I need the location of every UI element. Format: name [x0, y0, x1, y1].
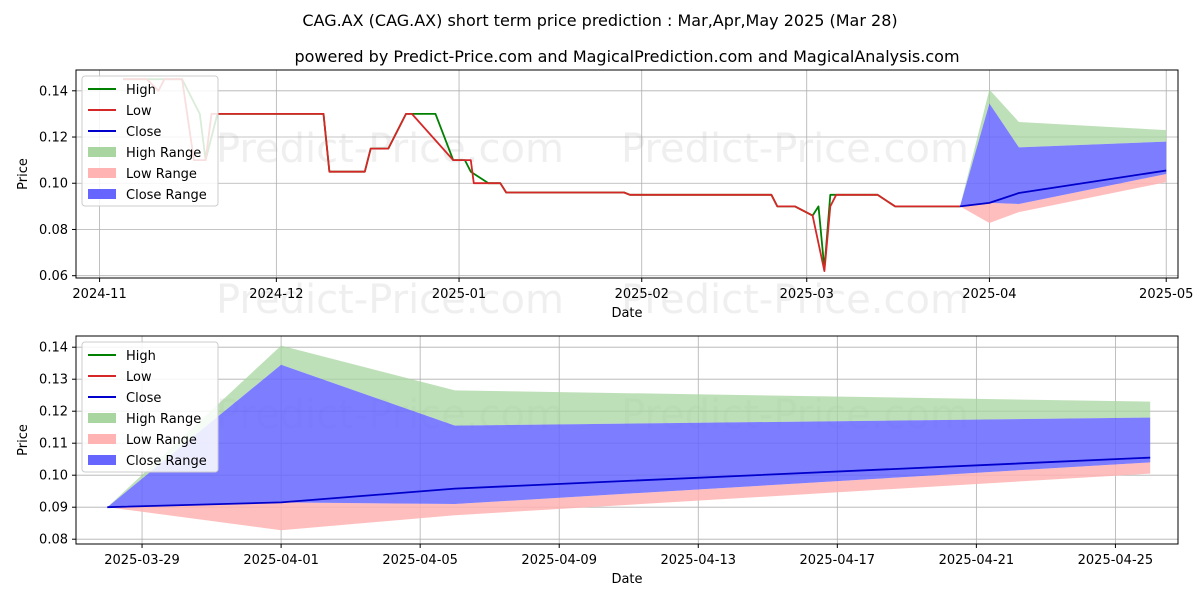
- legend-label-high-range: High Range: [126, 412, 201, 427]
- y-tick-label: 0.08: [39, 223, 68, 238]
- y-axis-label: Price: [16, 158, 31, 190]
- watermark-text: Predict-Price.com: [216, 277, 564, 323]
- legend-swatch-close-range: [88, 455, 116, 465]
- low-series-line: [123, 78, 960, 272]
- legend-swatch-high-range: [88, 413, 116, 423]
- y-tick-label: 0.13: [39, 373, 68, 388]
- axes-frame: [75, 335, 1179, 545]
- high-range-band: [960, 89, 1167, 207]
- x-tick-label: 2025-04-17: [800, 553, 876, 568]
- chart-title: CAG.AX (CAG.AX) short term price predict…: [302, 11, 897, 30]
- y-tick-label: 0.10: [39, 177, 68, 192]
- x-tick-label: 2025-02: [615, 287, 669, 302]
- x-tick-label: 2025-04-21: [939, 553, 1015, 568]
- legend-label-high-range: High Range: [126, 146, 201, 161]
- legend-label-close: Close: [126, 125, 161, 140]
- y-tick-label: 0.12: [39, 405, 68, 420]
- x-tick-label: 2025-04-09: [521, 553, 597, 568]
- y-tick-label: 0.12: [39, 131, 68, 146]
- x-tick-label: 2025-04-13: [660, 553, 736, 568]
- legend: High Low Close High Range Low Range Close Ran…: [81, 341, 219, 473]
- close-prediction-line: [959, 169, 1167, 208]
- legend-label-close-range: Close Range: [126, 454, 207, 469]
- y-tick-label: 0.14: [39, 84, 68, 99]
- legend-label-high: High: [126, 83, 156, 98]
- watermark-text: Predict-Price.com: [216, 126, 564, 172]
- legend-swatch-low-range: [88, 434, 116, 444]
- y-tick-label: 0.08: [39, 533, 68, 548]
- y-axis-label: Price: [16, 424, 31, 456]
- low-range-band: [960, 174, 1167, 223]
- forecast-chart: Predict-Price.comPredict-Price.com2025-0…: [16, 335, 1179, 587]
- axes-frame: [75, 69, 1179, 279]
- legend-label-low-range: Low Range: [126, 167, 197, 182]
- legend-label-close-range: Close Range: [126, 188, 207, 203]
- y-tick-label: 0.14: [39, 341, 68, 356]
- close-prediction-line: [107, 456, 1151, 509]
- high-series-line: [123, 78, 960, 270]
- x-tick-label: 2025-03: [780, 287, 834, 302]
- legend-swatch-high-range: [88, 147, 116, 157]
- x-tick-label: 2024-12: [249, 287, 303, 302]
- y-tick-label: 0.11: [39, 437, 68, 452]
- x-tick-label: 2025-05: [1139, 287, 1193, 302]
- x-axis-label: Date: [611, 306, 642, 321]
- x-tick-label: 2025-03-29: [104, 553, 180, 568]
- x-axis-label: Date: [611, 572, 642, 587]
- x-tick-label: 2025-04-01: [243, 553, 319, 568]
- y-tick-label: 0.06: [39, 269, 68, 284]
- y-tick-label: 0.09: [39, 501, 68, 516]
- y-tick-label: 0.10: [39, 469, 68, 484]
- legend-label-low: Low: [126, 370, 152, 385]
- high-range-band: [107, 345, 1151, 508]
- legend-label-high: High: [126, 349, 156, 364]
- watermark-text: Predict-Price.com: [621, 126, 969, 172]
- close-range-band: [107, 364, 1151, 508]
- x-tick-label: 2025-04-05: [382, 553, 458, 568]
- legend-swatch-close-range: [88, 189, 116, 199]
- close-range-band: [960, 103, 1167, 207]
- legend-swatch-low-range: [88, 168, 116, 178]
- legend-label-low-range: Low Range: [126, 433, 197, 448]
- low-range-band: [107, 462, 1151, 531]
- x-tick-label: 2024-11: [72, 287, 126, 302]
- chart-subtitle: powered by Predict-Price.com and Magical…: [294, 47, 959, 66]
- watermark-text: Predict-Price.com: [621, 277, 969, 323]
- overview-chart: Predict-Price.com Predict-Price.com Predic…: [16, 69, 1193, 323]
- legend: High Low Close High Range Low Range Close Ran…: [81, 75, 219, 207]
- x-tick-label: 2025-04: [962, 287, 1016, 302]
- x-tick-label: 2025-04-25: [1078, 553, 1154, 568]
- plot-area: [107, 345, 1151, 531]
- legend-label-low: Low: [126, 104, 152, 119]
- legend-label-close: Close: [126, 391, 161, 406]
- plot-area: [123, 78, 1167, 272]
- x-tick-label: 2025-01: [432, 287, 486, 302]
